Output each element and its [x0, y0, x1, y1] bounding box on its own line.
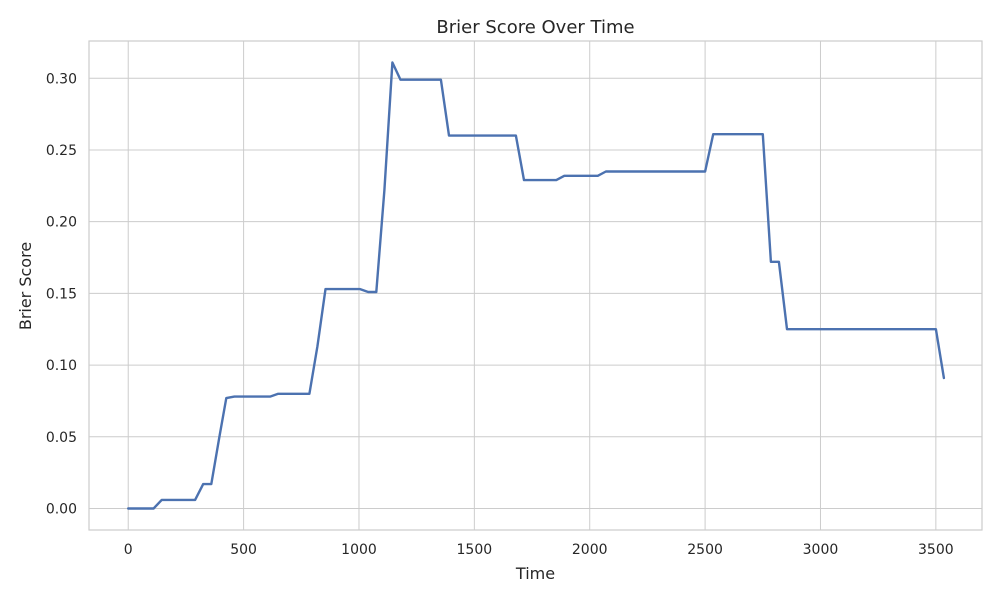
chart-title: Brier Score Over Time: [436, 17, 634, 38]
y-tick-label: 0.10: [46, 358, 77, 374]
y-tick-label: 0.25: [46, 143, 77, 159]
x-axis-ticks: 0 500 1000 1500 2000 2500 3000 3500: [124, 542, 954, 558]
x-tick-label: 3500: [918, 542, 954, 558]
y-axis-ticks: 0.00 0.05 0.10 0.15 0.20 0.25 0.30: [46, 71, 77, 517]
y-tick-label: 0.05: [46, 430, 77, 446]
grid: [89, 41, 982, 530]
y-axis-label: Brier Score: [16, 242, 35, 330]
x-tick-label: 1500: [457, 542, 493, 558]
y-tick-label: 0.30: [46, 71, 77, 87]
y-tick-label: 0.00: [46, 501, 77, 517]
y-tick-label: 0.15: [46, 286, 77, 302]
plot-frame: [88, 40, 983, 531]
x-tick-label: 500: [230, 542, 257, 558]
x-axis-label: Time: [515, 564, 555, 583]
x-tick-label: 1000: [341, 542, 377, 558]
x-tick-label: 3000: [803, 542, 839, 558]
y-tick-label: 0.20: [46, 215, 77, 231]
series-line: [126, 61, 946, 510]
x-tick-label: 2000: [572, 542, 608, 558]
series-layer: [126, 61, 946, 510]
x-tick-label: 2500: [687, 542, 723, 558]
x-tick-label: 0: [124, 542, 133, 558]
